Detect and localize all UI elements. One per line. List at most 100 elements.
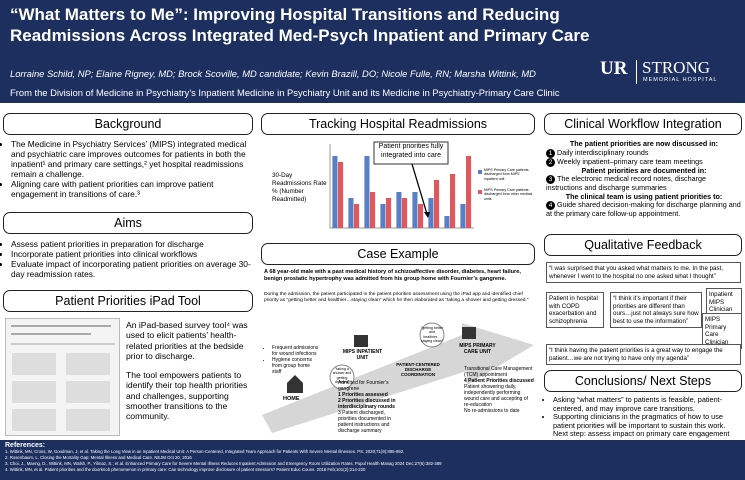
legend-text: MIPS Primary Care patients discharged fr…	[484, 188, 533, 201]
note: 1 Priorities assessed	[338, 392, 388, 398]
note: 4 Patient Priorities discussed	[464, 378, 534, 384]
coordination-label: PATIENT-CENTERED DISCHARGE COORDINATION	[396, 362, 440, 377]
bar	[396, 192, 402, 228]
bar	[370, 192, 376, 228]
section-heading: Aims	[3, 212, 253, 234]
bar	[402, 198, 408, 228]
reference: 2. Rosenbaum, L. Closing the Mortality G…	[5, 455, 192, 460]
note: Admitted for Fournier’s gangrene	[338, 380, 389, 392]
legend-swatch	[478, 170, 482, 174]
ipad-text: An iPad-based survey tool⁴ was used to e…	[126, 320, 254, 422]
logo-sub: MEMORIAL HOSPITAL	[643, 77, 718, 83]
bar	[364, 156, 370, 228]
item: 1 Daily interdisciplinary rounds	[546, 147, 742, 158]
callout: Patient priorities fully integrated into…	[378, 143, 444, 159]
bubble	[329, 364, 355, 390]
y-axis-label: 30-Day Readmissions Rate % (Number Readm…	[272, 172, 327, 203]
legend-swatch	[478, 190, 482, 194]
item: 4 Guide shared decision-making for discha…	[546, 201, 742, 219]
icon	[12, 381, 56, 403]
bubble-text: “getting better and healthier… staying c…	[420, 326, 444, 343]
bar	[354, 204, 360, 228]
item-text: Daily interdisciplinary rounds	[557, 147, 649, 157]
callout-box	[373, 141, 449, 165]
section-heading: Patient Priorities iPad Tool	[3, 290, 253, 312]
bubble-text: “taking a shower and getting dressed”	[332, 367, 352, 384]
bullet: Evaluate impact of incorporating patient…	[11, 259, 254, 279]
bar	[348, 198, 354, 228]
case-diagram	[262, 322, 534, 433]
note: Frequent admissions for wound infections	[272, 345, 320, 357]
bullet: Supporting clinicians in the pragmatics …	[553, 412, 742, 439]
icon	[66, 353, 110, 375]
number-icon: 4	[546, 201, 555, 211]
note: Patient showering daily, independently p…	[464, 384, 528, 408]
logo-ur: UR	[600, 58, 628, 79]
bar	[338, 162, 344, 228]
primary-notes: Transitional Care Management (TCM) appoi…	[464, 366, 534, 414]
reference: 4. Wittink, MN, et al. Patient prioritie…	[5, 467, 366, 472]
callout-text: Patient priorities fully integrated into…	[378, 143, 444, 159]
section-heading: Background	[3, 113, 253, 135]
bullet: Incorporate patient priorities into clin…	[11, 249, 254, 259]
reference: 3. Choi, J., Maeng, D., Wittink, MN, Wal…	[5, 461, 442, 466]
paragraph: The tool empowers patients to identify t…	[126, 370, 248, 422]
lead: Patient priorities are documented in:	[581, 165, 707, 175]
number-icon: 3	[546, 175, 555, 185]
case-detail: During the admission, the patient partic…	[264, 292, 529, 303]
hospital-icon	[354, 335, 368, 347]
note: 3 Patient discharged, priorities documen…	[338, 410, 392, 434]
icon	[12, 409, 56, 431]
bar	[434, 180, 440, 228]
form-line	[11, 333, 91, 335]
number-icon: 2	[546, 157, 555, 167]
header: “What Matters to Me”: Improving Hospital…	[0, 0, 745, 103]
aims-list: Assess patient priorities in preparation…	[4, 239, 254, 279]
legend-entry: MIPS Primary Care patients discharged fr…	[484, 188, 533, 201]
callout-arrow	[411, 163, 428, 215]
inpatient-label: MIPS INPATIENT UNIT	[342, 349, 383, 361]
bullet: Asking “what matters” to patients is fea…	[553, 395, 742, 413]
background-list: The Medicine in Psychiatry Services’ (MI…	[4, 139, 254, 199]
bullet: The Medicine in Psychiatry Services’ (MI…	[11, 139, 254, 179]
callout-arrowhead	[424, 212, 430, 218]
bar	[460, 204, 466, 228]
item: 3 The electronic medical record notes, di…	[546, 174, 742, 193]
section-heading: Clinical Workflow Integration	[544, 113, 742, 135]
bar	[428, 198, 434, 228]
reference: 1. Wittink, MN, Cross, W, Goodman, J, et…	[5, 449, 405, 454]
section-heading: Qualitative Feedback	[544, 234, 742, 256]
authors: Lorraine Schild, NP; Elaine Rigney, MD; …	[10, 68, 536, 79]
icon	[66, 409, 110, 431]
number-icon: 1	[546, 148, 555, 158]
primary-label: MIPS PRIMARY CARE UNIT	[459, 343, 496, 355]
section-heading: Conclusions/ Next Steps	[544, 370, 742, 392]
bar	[386, 198, 392, 228]
lead: The clinical team is using patient prior…	[565, 191, 723, 201]
clinic-icon	[462, 327, 476, 339]
lead: The patient priorities are now discussed…	[569, 139, 719, 148]
item-text: The electronic medical record notes, dis…	[546, 174, 707, 193]
item-text: Weekly inpatient–primary care team meeti…	[557, 156, 703, 166]
bar	[380, 204, 386, 228]
ipad-screenshot	[5, 318, 120, 436]
form-line	[11, 343, 115, 345]
quote: “I think having the patient priorities i…	[546, 344, 741, 365]
title: “What Matters to Me”: Improving Hospital…	[10, 5, 590, 45]
quote-source: Patient in hospital with COPD exacerbati…	[546, 292, 604, 328]
bullet: Assess patient priorities in preparation…	[11, 239, 254, 249]
bullet: Aligning care with patient priorities ca…	[11, 179, 254, 199]
section-heading: Case Example	[261, 243, 535, 265]
item-text: Guide shared decision-making for dischar…	[546, 200, 741, 219]
affiliation: From the Division of Medicine in Psychia…	[10, 87, 560, 98]
note: Transitional Care Management (TCM) appoi…	[464, 366, 533, 378]
icon	[66, 381, 110, 403]
section-heading: Tracking Hospital Readmissions	[261, 113, 535, 135]
quote-source: MIPS Primary Care Clinician	[702, 313, 742, 349]
bar	[466, 156, 472, 228]
chart: MIPS Primary Care patients discharged fr…	[329, 141, 533, 229]
bar	[450, 174, 456, 228]
arrow	[262, 323, 534, 433]
bar	[444, 216, 450, 228]
bubble	[419, 322, 445, 348]
